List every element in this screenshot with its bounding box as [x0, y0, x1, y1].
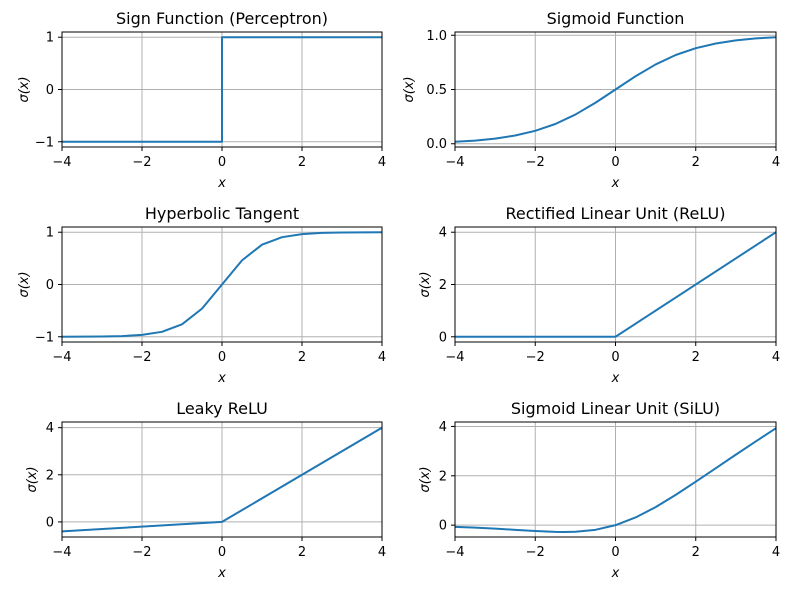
subplot-silu: −4 −2 0 2 4 0 2 4 Sigmoid Linear Unit (SiLU) x σ(x…	[418, 399, 780, 581]
x-tick-label: −2	[526, 545, 545, 560]
y-tick-label: −1	[35, 135, 54, 150]
subplot-sign: −4 −2 0 2 4 −1 0 1 Sign Function (Perceptron) x σ(…	[17, 9, 386, 191]
x-tick-label: −4	[445, 155, 464, 170]
x-tick-label: 2	[692, 155, 700, 170]
x-axis-label: x	[217, 371, 226, 386]
x-tick-label: 4	[378, 350, 386, 365]
leaky-relu-curve	[62, 426, 382, 533]
sign-curve	[62, 36, 382, 143]
y-tick-label: 0	[46, 515, 54, 530]
y-tick-label: 4	[46, 421, 54, 436]
x-tick-label: 2	[298, 545, 306, 560]
x-tick-label: 0	[218, 155, 226, 170]
x-tick-label: 2	[692, 545, 700, 560]
y-axis-label: σ(x)	[418, 466, 433, 492]
x-tick-label: 0	[218, 545, 226, 560]
x-tick-label: −4	[52, 545, 71, 560]
y-tick-label: 1	[46, 31, 54, 46]
y-tick-label: 2	[439, 469, 447, 484]
x-tick-label: 0	[611, 350, 619, 365]
subplot-relu: −4 −2 0 2 4 0 2 4 Rectified Linear Unit (ReLU) x σ…	[418, 204, 780, 386]
sigmoid-curve	[455, 36, 776, 143]
x-tick-label: 0	[611, 155, 619, 170]
x-tick-label: 2	[298, 350, 306, 365]
x-tick-label: −2	[526, 350, 545, 365]
x-tick-label: −2	[132, 545, 151, 560]
x-tick-label: 2	[298, 155, 306, 170]
y-tick-label: 4	[439, 420, 447, 435]
x-axis-label: x	[217, 566, 226, 581]
relu-curve	[455, 231, 776, 338]
y-axis-label: σ(x)	[25, 466, 40, 492]
y-tick-label: 2	[439, 278, 447, 293]
y-tick-label: 0	[46, 278, 54, 293]
y-tick-label: 0.0	[426, 137, 447, 152]
y-tick-label: 0.5	[426, 83, 447, 98]
x-tick-label: −4	[445, 350, 464, 365]
silu-curve	[455, 427, 776, 534]
y-axis-label: σ(x)	[17, 76, 32, 102]
y-tick-label: 1.0	[426, 29, 447, 44]
y-axis-label: σ(x)	[418, 271, 433, 297]
y-axis-label: σ(x)	[17, 271, 32, 297]
subplot-title: Rectified Linear Unit (ReLU)	[506, 204, 726, 223]
x-tick-label: 4	[772, 350, 780, 365]
x-tick-label: 4	[378, 155, 386, 170]
tanh-curve	[62, 231, 382, 338]
subplot-title: Sigmoid Function	[547, 9, 685, 28]
x-axis-label: x	[611, 176, 620, 191]
x-tick-label: 0	[218, 350, 226, 365]
subplot-tanh: −4 −2 0 2 4 −1 0 1 Hyperbolic Tangent x σ(x)	[17, 204, 386, 386]
x-tick-label: 4	[378, 545, 386, 560]
x-tick-label: 4	[772, 545, 780, 560]
x-tick-label: −2	[526, 155, 545, 170]
x-axis-label: x	[611, 566, 620, 581]
y-tick-label: 2	[46, 468, 54, 483]
x-tick-label: −2	[132, 350, 151, 365]
y-tick-label: 0	[439, 330, 447, 345]
y-tick-label: −1	[35, 330, 54, 345]
x-tick-label: −4	[445, 545, 464, 560]
x-axis-label: x	[611, 371, 620, 386]
subplot-grid: −4 −2 0 2 4 −1 0 1 Sign Function (Perceptron) x σ(…	[17, 9, 780, 581]
x-tick-label: 4	[772, 155, 780, 170]
x-axis-label: x	[217, 176, 226, 191]
y-tick-label: 0	[46, 83, 54, 98]
y-axis-label: σ(x)	[402, 76, 417, 102]
subplot-leaky-relu: −4 −2 0 2 4 0 2 4 Leaky ReLU x σ(x)	[25, 399, 386, 581]
subplot-sigmoid: −4 −2 0 2 4 0.0 0.5 1.0 Sigmoid Function x σ(x)	[402, 9, 780, 191]
y-tick-label: 4	[439, 226, 447, 241]
y-tick-label: 0	[439, 519, 447, 534]
subplot-title: Hyperbolic Tangent	[145, 204, 299, 223]
x-tick-label: −4	[52, 155, 71, 170]
x-tick-label: −2	[132, 155, 151, 170]
y-tick-label: 1	[46, 226, 54, 241]
subplot-title: Sign Function (Perceptron)	[116, 9, 328, 28]
subplot-title: Sigmoid Linear Unit (SiLU)	[511, 399, 720, 418]
x-tick-label: 2	[692, 350, 700, 365]
subplot-title: Leaky ReLU	[176, 399, 268, 418]
x-tick-label: 0	[611, 545, 619, 560]
x-tick-label: −4	[52, 350, 71, 365]
